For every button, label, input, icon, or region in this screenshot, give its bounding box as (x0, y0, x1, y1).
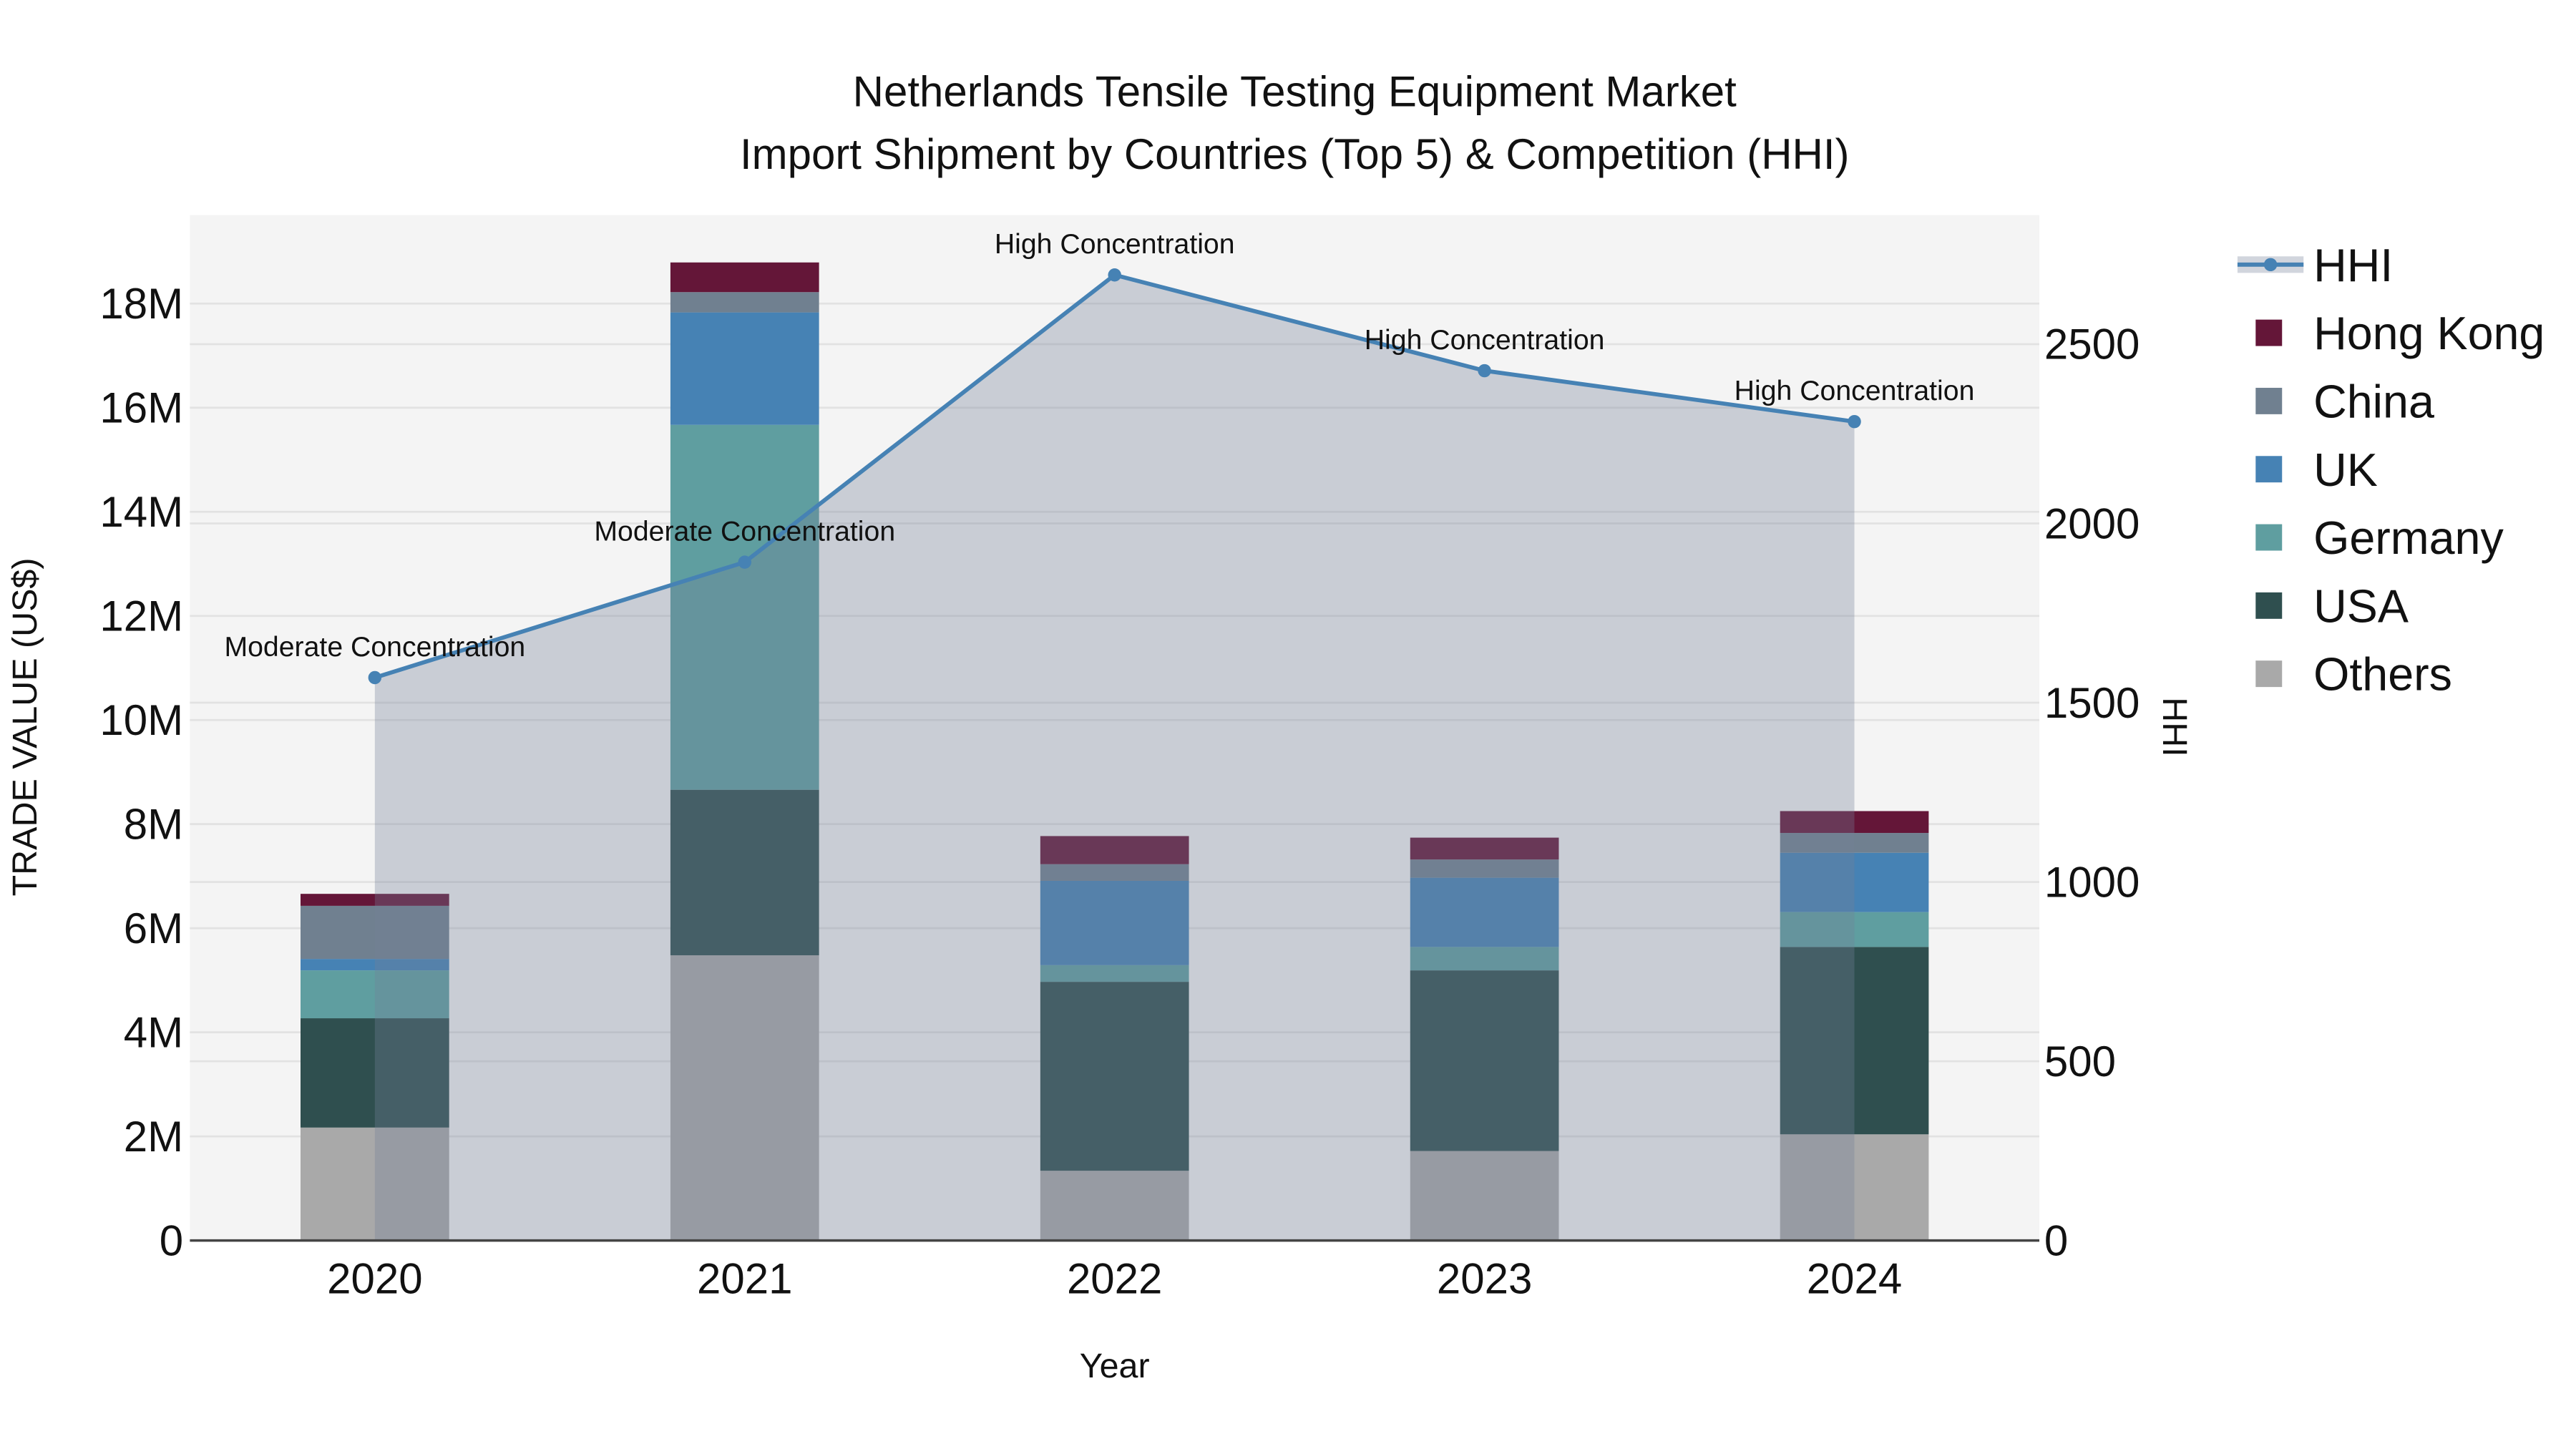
bar-hong-kong-2023 (1410, 837, 1559, 860)
bar-others-2024 (1780, 1134, 1929, 1241)
legend-swatch (2255, 456, 2283, 483)
bar-china-2020 (301, 905, 449, 960)
bar-usa-2020 (301, 1018, 449, 1128)
legend: HHI Hong Kong China UK Germany USA Others (2237, 240, 2545, 701)
bars (301, 262, 1929, 1241)
hhi-annotation: Moderate Concentration (594, 516, 895, 547)
bar-others-2022 (1040, 1171, 1189, 1241)
bar-germany-2024 (1780, 912, 1929, 947)
legend-swatch (2255, 387, 2283, 414)
y-tick-label: 6M (124, 904, 183, 952)
legend-label: Hong Kong (2313, 308, 2545, 359)
y-tick-label: 12M (99, 592, 183, 640)
y-tick-label: 14M (99, 488, 183, 536)
bar-uk-2024 (1780, 852, 1929, 912)
hhi-point (1108, 268, 1121, 282)
legend-item-usa[interactable]: USA (2255, 580, 2409, 632)
legend-item-germany[interactable]: Germany (2255, 512, 2504, 564)
y2-tick-label: 2000 (2044, 499, 2140, 547)
legend-label: UK (2313, 444, 2378, 496)
legend-swatch (2255, 319, 2283, 346)
y-axis-label: TRADE VALUE (US$) (6, 557, 44, 896)
bar-hong-kong-2024 (1780, 811, 1929, 834)
legend-swatch (2255, 592, 2283, 619)
legend-marker-icon (2263, 258, 2278, 272)
bar-uk-2021 (670, 312, 819, 425)
bar-others-2021 (670, 955, 819, 1241)
bar-usa-2023 (1410, 970, 1559, 1151)
bar-germany-2021 (670, 424, 819, 790)
legend-label: HHI (2313, 240, 2393, 291)
legend-label: Others (2313, 649, 2452, 701)
bar-hong-kong-2021 (670, 262, 819, 293)
hhi-annotation: High Concentration (1365, 324, 1605, 356)
y-tick-label: 2M (124, 1113, 183, 1161)
legend-swatch (2255, 660, 2283, 688)
bar-others-2020 (301, 1127, 449, 1241)
hhi-line: Moderate Concentration Moderate Concentra… (224, 228, 1975, 685)
bar-germany-2022 (1040, 965, 1189, 982)
legend-label: USA (2313, 580, 2409, 632)
bar-china-2022 (1040, 864, 1189, 881)
legend-item-hong-kong[interactable]: Hong Kong (2255, 308, 2545, 359)
bar-others-2023 (1410, 1151, 1559, 1241)
y2-tick-label: 1000 (2044, 858, 2140, 906)
y2-tick-label: 1500 (2044, 679, 2140, 727)
legend-item-uk[interactable]: UK (2255, 444, 2378, 496)
hhi-area (374, 275, 1855, 1241)
y-tick-label: 16M (99, 384, 183, 432)
axes: 0 2M 4M 6M 8M 10M 12M 14M 16M 18M 0 500 1000 1500 2000… (99, 280, 2140, 1302)
legend-label: Germany (2313, 512, 2504, 564)
bar-uk-2020 (301, 959, 449, 971)
x-tick-label: 2022 (1067, 1255, 1162, 1303)
x-axis-label: Year (1080, 1347, 1150, 1385)
bar-germany-2023 (1410, 947, 1559, 971)
bar-uk-2022 (1040, 880, 1189, 965)
y-tick-label: 8M (124, 800, 183, 848)
bar-usa-2022 (1040, 982, 1189, 1171)
legend-item-china[interactable]: China (2255, 376, 2434, 428)
chart-title-line1: Netherlands Tensile Testing Equipment Ma… (853, 67, 1737, 115)
hhi-point (738, 555, 751, 569)
legend-swatch (2255, 524, 2283, 551)
hhi-annotation: High Concentration (1735, 375, 1975, 406)
y2-tick-label: 2500 (2044, 321, 2140, 369)
bar-hong-kong-2022 (1040, 836, 1189, 864)
legend-item-others[interactable]: Others (2255, 649, 2452, 701)
y2-axis-label: HHI (2155, 697, 2194, 756)
bar-china-2024 (1780, 833, 1929, 853)
bar-china-2021 (670, 292, 819, 313)
hhi-point (1478, 364, 1491, 378)
bar-hong-kong-2020 (301, 894, 449, 906)
y-tick-label: 10M (99, 696, 183, 744)
hhi-point (368, 670, 382, 685)
y2-tick-label: 500 (2044, 1038, 2116, 1085)
y2-tick-label: 0 (2044, 1216, 2068, 1264)
bar-germany-2020 (301, 970, 449, 1019)
x-tick-label: 2020 (327, 1255, 422, 1303)
x-tick-label: 2021 (697, 1255, 792, 1303)
x-tick-label: 2023 (1437, 1255, 1532, 1303)
hhi-annotation: Moderate Concentration (224, 631, 525, 663)
bar-china-2023 (1410, 859, 1559, 878)
bar-usa-2024 (1780, 947, 1929, 1135)
x-tick-label: 2024 (1807, 1255, 1902, 1303)
hhi-area-fill (374, 275, 1855, 1241)
bar-usa-2021 (670, 789, 819, 956)
y-tick-label: 4M (124, 1008, 183, 1056)
y-tick-label: 0 (160, 1216, 183, 1264)
y-tick-label: 18M (99, 280, 183, 328)
legend-item-hhi[interactable]: HHI (2237, 240, 2393, 291)
bar-uk-2023 (1410, 877, 1559, 947)
hhi-annotation: High Concentration (995, 228, 1235, 260)
legend-label: China (2313, 376, 2434, 428)
chart-title-line2: Import Shipment by Countries (Top 5) & C… (740, 130, 1850, 178)
hhi-point (1848, 414, 1861, 429)
